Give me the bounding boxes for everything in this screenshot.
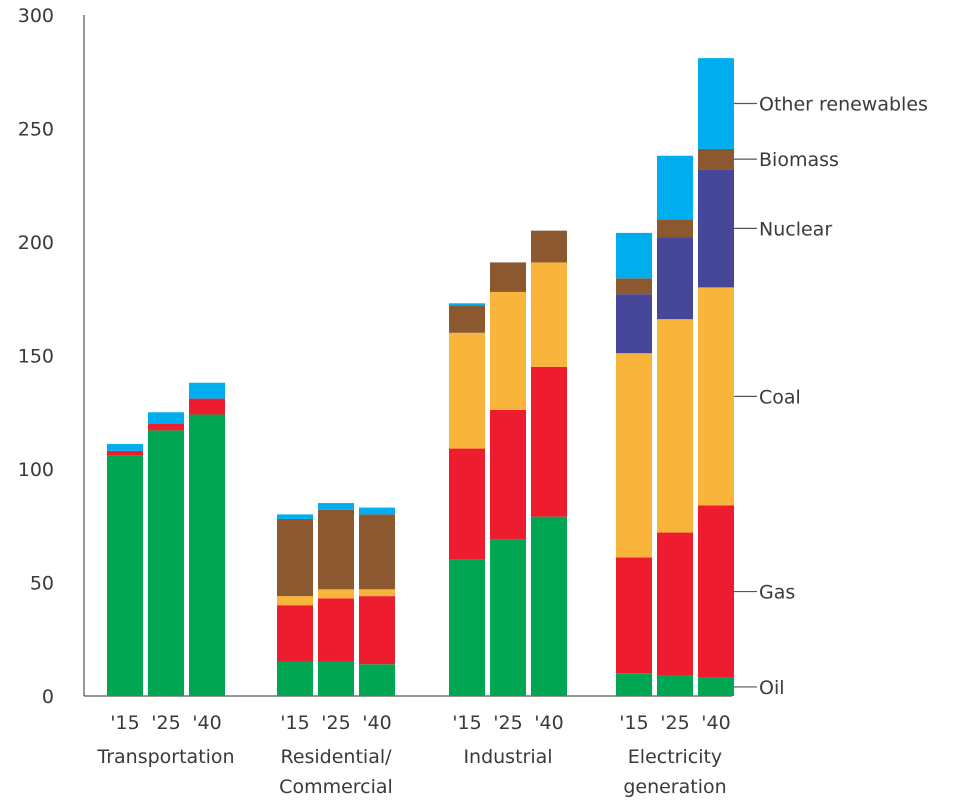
bar-segment-oil: [449, 559, 485, 696]
legend-label-other-renewables: Other renewables: [759, 94, 928, 116]
bar-segment-other-renewables: [616, 232, 652, 279]
category-label: generation: [623, 776, 726, 798]
y-tick-label: 100: [18, 459, 54, 481]
bar-segment-oil: [318, 661, 354, 696]
bar-segment-biomass: [449, 305, 485, 333]
bars: [107, 58, 734, 696]
bar-segment-gas: [107, 450, 143, 456]
bar-segment-gas: [531, 366, 567, 517]
bar-segment-biomass: [490, 262, 526, 292]
bar-year-label: '15: [452, 712, 481, 734]
legend-label-gas: Gas: [759, 582, 795, 604]
bar-segment-biomass: [657, 219, 693, 238]
bar-segment-biomass: [531, 230, 567, 263]
bar-segment-biomass: [318, 509, 354, 590]
bar-segment-biomass: [616, 278, 652, 295]
bar-segment-other-renewables: [189, 382, 225, 399]
category-label: Residential/: [280, 746, 392, 768]
category-label: Industrial: [463, 746, 552, 768]
bar-segment-gas: [657, 532, 693, 676]
bar-segment-coal: [277, 596, 313, 606]
bar-year-label: '25: [321, 712, 350, 734]
category-label: Commercial: [279, 776, 393, 798]
bar-segment-other-renewables: [148, 412, 184, 424]
bar-segment-nuclear: [616, 294, 652, 354]
bar-year-label: '40: [701, 712, 730, 734]
bar-segment-oil: [189, 414, 225, 696]
bar-year-labels: '15 '25 '40 '15 '25 '40 '15 '25 '40 '15 '25 '40: [110, 712, 730, 734]
bar-year-label: '25: [660, 712, 689, 734]
bar-segment-nuclear: [657, 237, 693, 320]
bar-segment-nuclear: [698, 169, 734, 288]
bar-segment-oil: [107, 455, 143, 696]
bar-segment-gas: [359, 596, 395, 665]
bar-year-label: '40: [192, 712, 221, 734]
bar-segment-oil: [277, 661, 313, 696]
bar-segment-oil: [359, 664, 395, 696]
bar-segment-oil: [616, 673, 652, 696]
bar-segment-gas: [449, 448, 485, 560]
bar-segment-oil: [148, 430, 184, 696]
legend-label-biomass: Biomass: [759, 149, 839, 171]
bar-segment-gas: [189, 398, 225, 415]
bar-segment-coal: [449, 332, 485, 449]
y-tick-label: 0: [42, 686, 54, 708]
bar-segment-coal: [318, 589, 354, 599]
bar-year-label: '15: [110, 712, 139, 734]
bar-segment-coal: [698, 287, 734, 506]
bar-segment-coal: [657, 319, 693, 533]
y-tick-label: 150: [18, 346, 54, 368]
bar-segment-other-renewables: [107, 444, 143, 451]
bar-year-label: '40: [362, 712, 391, 734]
y-tick-label: 300: [18, 5, 54, 27]
bar-year-label: '25: [151, 712, 180, 734]
bar-segment-biomass: [359, 514, 395, 590]
legend: Oil Gas Coal Nuclear Biomass Other renewables: [734, 94, 928, 699]
bar-segment-other-renewables: [449, 303, 485, 306]
bar-year-label: '25: [493, 712, 522, 734]
y-tick-label: 250: [18, 119, 54, 141]
bar-segment-coal: [531, 262, 567, 367]
bar-year-label: '15: [280, 712, 309, 734]
bar-segment-other-renewables: [657, 155, 693, 220]
bar-segment-oil: [698, 677, 734, 696]
bar-segment-oil: [490, 539, 526, 696]
bar-segment-gas: [277, 605, 313, 662]
bar-segment-gas: [616, 557, 652, 674]
bar-segment-other-renewables: [698, 58, 734, 149]
bar-year-label: '40: [534, 712, 563, 734]
bar-segment-coal: [359, 589, 395, 597]
bar-segment-gas: [698, 505, 734, 678]
bar-segment-gas: [318, 598, 354, 662]
category-label: Electricity: [628, 746, 722, 768]
legend-label-oil: Oil: [759, 677, 785, 699]
bar-segment-gas: [148, 423, 184, 431]
bar-segment-other-renewables: [277, 514, 313, 519]
bar-year-label: '15: [619, 712, 648, 734]
bar-segment-coal: [490, 291, 526, 410]
legend-label-nuclear: Nuclear: [759, 218, 832, 240]
bar-segment-oil: [657, 675, 693, 696]
bar-segment-oil: [531, 516, 567, 696]
bar-segment-biomass: [277, 518, 313, 597]
bar-segment-other-renewables: [318, 503, 354, 510]
y-tick-label: 200: [18, 232, 54, 254]
bar-segment-coal: [616, 353, 652, 558]
y-axis: 0 50 100 150 200 250 300: [18, 5, 85, 708]
category-labels: Transportation Residential/Commercial Indu…: [96, 746, 726, 798]
legend-label-coal: Coal: [759, 386, 801, 408]
y-tick-label: 50: [30, 573, 54, 595]
bar-segment-other-renewables: [359, 507, 395, 515]
category-label: Transportation: [96, 746, 234, 768]
bar-segment-gas: [490, 409, 526, 540]
bar-segment-biomass: [698, 148, 734, 170]
